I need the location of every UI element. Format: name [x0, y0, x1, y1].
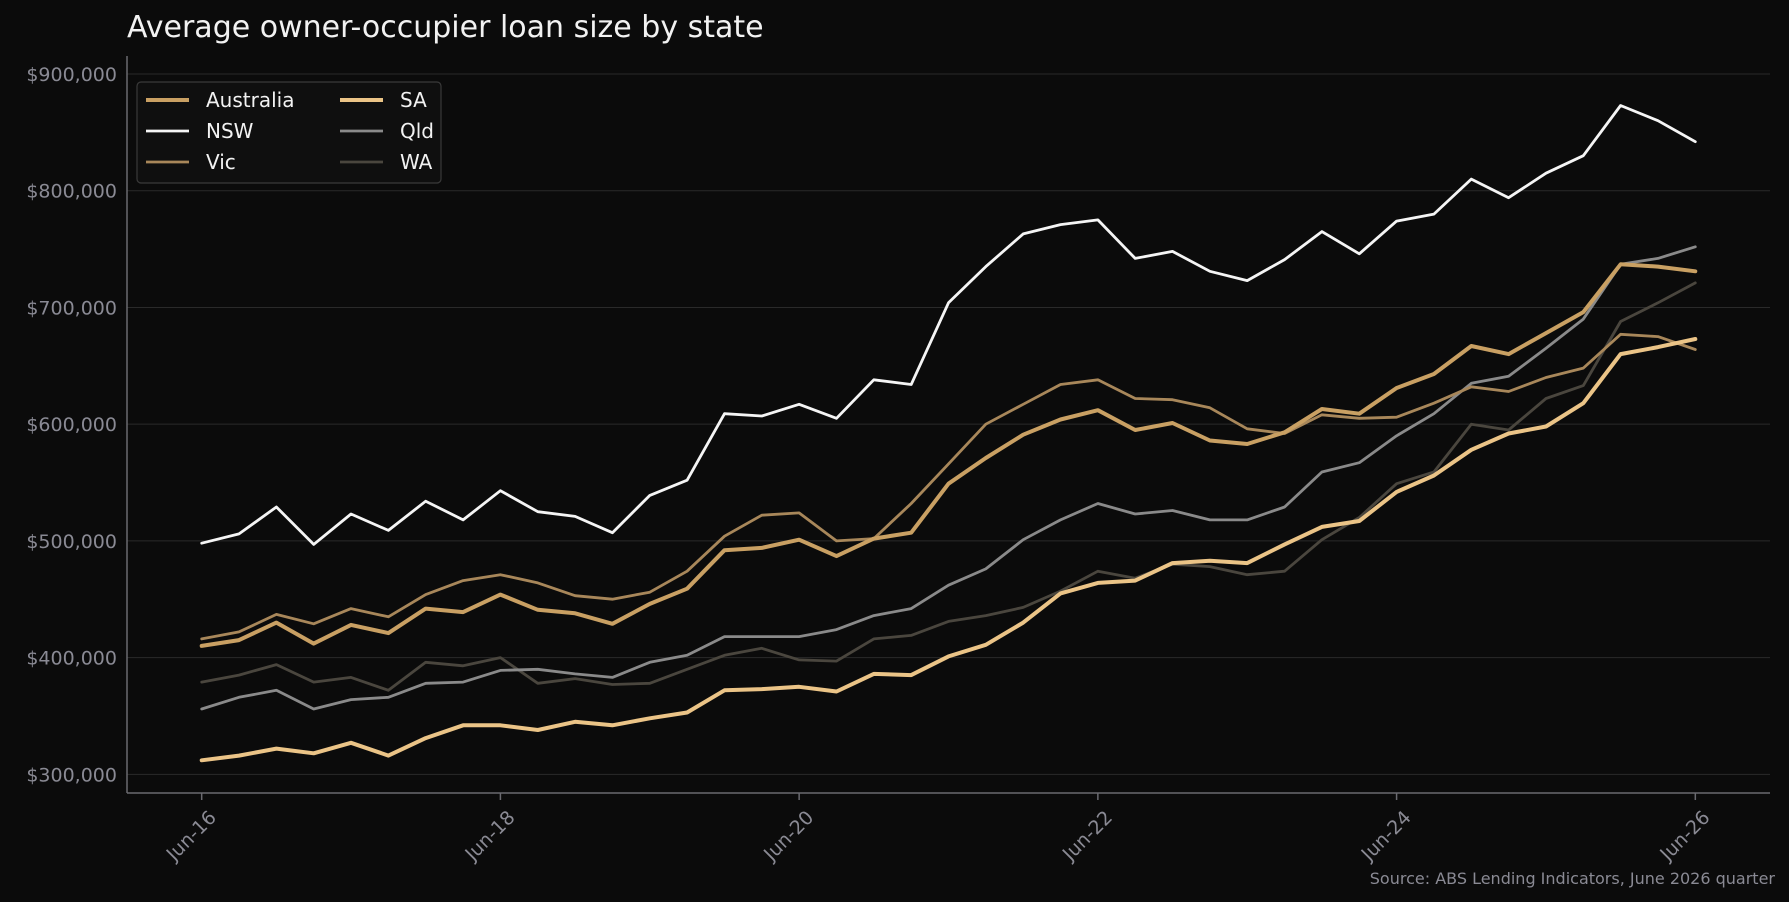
series-line-wa: [200, 281, 1697, 692]
legend-label: WA: [400, 150, 433, 174]
legend-label: Qld: [400, 119, 434, 143]
legend-label: SA: [400, 88, 427, 112]
y-tick-label: $700,000: [26, 297, 117, 319]
y-tick-label: $800,000: [26, 181, 117, 203]
legend-label: Vic: [206, 150, 236, 174]
y-tick-label: $600,000: [26, 414, 117, 436]
legend: Australia NSW Vic SA Qld WA: [136, 81, 442, 184]
chart-title: Average owner-occupier loan size by stat…: [127, 10, 764, 45]
legend-label: Australia: [206, 88, 294, 112]
legend-label: NSW: [206, 119, 254, 143]
source-note: Source: ABS Lending Indicators, June 202…: [1370, 869, 1776, 888]
y-tick-label: $400,000: [26, 648, 117, 670]
y-tick-label: $300,000: [26, 764, 117, 786]
series-lines: [199, 104, 1698, 763]
legend-box: [136, 81, 442, 184]
series-line-australia: [199, 262, 1698, 648]
y-tick-label: $500,000: [26, 531, 117, 553]
y-tick-label: $900,000: [26, 64, 117, 86]
series-line-qld: [200, 245, 1697, 711]
series-line-sa: [199, 337, 1698, 763]
series-line-nsw: [200, 104, 1697, 546]
series-line-vic: [200, 332, 1697, 641]
